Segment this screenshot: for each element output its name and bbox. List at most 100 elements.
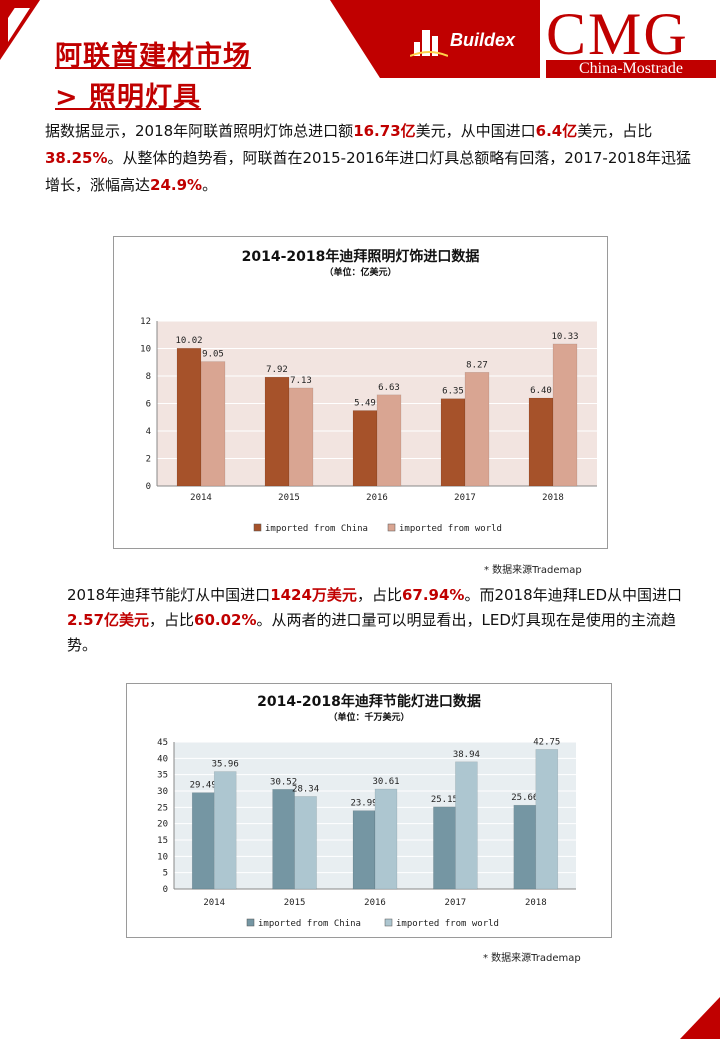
chart1-value-label-world-2014: 9.05 — [202, 350, 224, 360]
chart2-value-label-world-2017: 38.94 — [453, 750, 480, 760]
chart1-legend-label-1: imported from world — [399, 524, 502, 534]
chart2-ytick-label: 5 — [163, 869, 168, 879]
building-icon — [410, 30, 448, 57]
para1-value-share: 38.25% — [45, 149, 108, 167]
chart1-bar-world-2017 — [464, 372, 490, 487]
chart1-xtick-label: 2018 — [542, 493, 564, 503]
chart2-xtick-label: 2015 — [284, 898, 306, 908]
chart1-title: 2014-2018年迪拜照明灯饰进口数据 — [242, 248, 480, 265]
chart1-xtick-label: 2015 — [278, 493, 300, 503]
chart2-bar-china-2015 — [272, 789, 295, 890]
chart1-ytick-label: 4 — [146, 427, 151, 437]
chart1-value-label-world-2015: 7.13 — [290, 376, 312, 386]
para1-text-1: 据数据显示，2018年阿联酋照明灯饰总进口额 — [45, 122, 354, 140]
chart2-legend-label-1: imported from world — [396, 919, 499, 929]
corner-decoration-top-left — [0, 0, 40, 60]
para1-value-growth: 24.9% — [150, 176, 203, 194]
chart1-xtick-label: 2014 — [190, 493, 212, 503]
chart2-xtick-label: 2018 — [525, 898, 547, 908]
chart1-bar-world-2018 — [552, 343, 578, 487]
chart2-value-label-china-2015: 30.52 — [270, 777, 297, 787]
para1-text-4: 。从整体的趋势看，阿联酋在2015-2016年进口灯具总额略有回落，2017-2… — [45, 149, 692, 194]
chart1-value-label-world-2016: 6.63 — [378, 383, 400, 393]
para1-text-3: 美元，占比 — [577, 122, 653, 140]
chart1-ytick-label: 6 — [146, 400, 151, 410]
chart1-value-label-china-2015: 7.92 — [266, 365, 288, 375]
source-note-1: * 数据来源Trademap — [484, 565, 582, 576]
chart2-bar-china-2018 — [513, 804, 537, 890]
source-note-2: * 数据来源Trademap — [483, 953, 581, 964]
para2-value-cfl-china: 1424万美元 — [270, 586, 357, 604]
chart-lighting-svg: 2014-2018年迪拜照明灯饰进口数据（单位：亿美元） 0 2 4 6 8 10 12 10.… — [140, 248, 597, 534]
para2-text-2: ，占比 — [356, 586, 402, 604]
header-band — [330, 0, 550, 78]
chart1-value-label-china-2017: 6.35 — [442, 387, 464, 397]
page-subtitle: > 照明灯具 — [55, 82, 202, 113]
chart2-legend-swatch-1 — [384, 918, 393, 927]
page-title: 阿联酋建材市场 — [55, 41, 251, 72]
corner-decoration-bottom-right — [680, 997, 720, 1039]
chart1-legend-label-0: imported from China — [265, 524, 368, 534]
chart2-subtitle: （单位：千万美元） — [328, 711, 409, 723]
chart1-xtick-label: 2016 — [366, 493, 388, 503]
chart1-bar-world-2015 — [288, 387, 314, 487]
chart1-bar-world-2014 — [200, 361, 226, 487]
para1-value-china: 6.4亿 — [535, 122, 578, 140]
chart2-value-label-world-2015: 28.34 — [292, 784, 319, 794]
chart2-xtick-label: 2017 — [445, 898, 467, 908]
chart1-ytick-label: 0 — [146, 482, 151, 492]
chart2-ytick-label: 20 — [157, 820, 168, 830]
chart2-ytick-label: 25 — [157, 803, 168, 813]
para1-text-5: 。 — [202, 176, 218, 194]
chart1-value-label-china-2018: 6.40 — [530, 386, 552, 396]
chart2-value-label-world-2014: 35.96 — [212, 760, 239, 770]
chart1-ytick-label: 8 — [146, 372, 151, 382]
chart1-value-label-china-2016: 5.49 — [354, 399, 376, 409]
chart2-value-label-world-2016: 30.61 — [372, 777, 399, 787]
cmg-logo: CMG China-Mostrade — [540, 0, 720, 78]
chart1-ytick-label: 12 — [140, 317, 151, 327]
chart2-bar-world-2016 — [374, 788, 398, 890]
cmg-wordmark: CMG — [546, 1, 689, 67]
chart2-value-label-china-2018: 25.66 — [511, 793, 538, 803]
chart2-ytick-label: 15 — [157, 836, 168, 846]
chart2-ytick-label: 45 — [157, 738, 168, 748]
intro-paragraph: 据数据显示，2018年阿联酋照明灯饰总进口额16.73亿美元，从中国进口6.4亿… — [45, 118, 695, 199]
para1-value-total: 16.73亿 — [353, 122, 416, 140]
para2-text-4: ，占比 — [149, 611, 195, 629]
chart-energy-saving-imports: 2014-2018年迪拜节能灯进口数据 （单位：千万美元） 0 5 10 15 20 25 30… — [126, 683, 612, 938]
chart1-value-label-world-2018: 10.33 — [551, 332, 578, 342]
chart1-ytick-label: 10 — [140, 345, 151, 355]
chart1-bar-china-2016 — [352, 410, 378, 487]
chart1-bar-china-2018 — [528, 397, 554, 487]
chart2-bar-world-2017 — [455, 761, 478, 890]
chart2-ytick-label: 10 — [157, 852, 168, 862]
chart1-bar-china-2017 — [440, 398, 466, 487]
para2-value-cfl-share: 67.94% — [401, 586, 465, 604]
chart2-value-label-china-2017: 25.15 — [431, 795, 458, 805]
chart1-legend-swatch-1 — [387, 523, 396, 532]
chart2-legend-swatch-0 — [246, 918, 255, 927]
chart1-subtitle: （单位：亿美元） — [324, 266, 396, 278]
para2-text-3: 。而2018年迪拜LED从中国进口 — [464, 586, 682, 604]
chart2-ytick-label: 30 — [157, 787, 168, 797]
chart1-bar-world-2016 — [376, 394, 402, 487]
chart2-title: 2014-2018年迪拜节能灯进口数据 — [257, 693, 481, 710]
buildex-logo: Buildex — [410, 22, 530, 58]
para2-value-led-china: 2.57亿美元 — [67, 611, 150, 629]
chart1-bar-china-2014 — [176, 347, 202, 487]
chart2-value-label-china-2014: 29.49 — [190, 781, 217, 791]
chart2-bar-world-2014 — [213, 771, 237, 890]
chart2-ytick-label: 35 — [157, 771, 168, 781]
para2-text-5: 。从两者的进口量可以明显看出，LED灯具现在是使用的主流趋势。 — [67, 611, 676, 654]
cmg-subtitle: China-Mostrade — [546, 60, 716, 78]
chart2-value-label-china-2016: 23.99 — [350, 799, 377, 809]
chart2-bar-china-2014 — [191, 792, 215, 890]
para2-text-1: 2018年迪拜节能灯从中国进口 — [67, 586, 271, 604]
chart2-value-label-world-2018: 42.75 — [533, 737, 560, 747]
chart1-ytick-label: 2 — [146, 455, 151, 465]
energy-saving-paragraph: 2018年迪拜节能灯从中国进口1424万美元，占比67.94%。而2018年迪拜… — [67, 583, 687, 658]
chart-energy-saving-svg: 2014-2018年迪拜节能灯进口数据（单位：千万美元） 0 5 10 15 20 25 30… — [157, 693, 576, 929]
chart2-ytick-label: 0 — [163, 885, 168, 895]
chart2-ytick-label: 40 — [157, 754, 168, 764]
